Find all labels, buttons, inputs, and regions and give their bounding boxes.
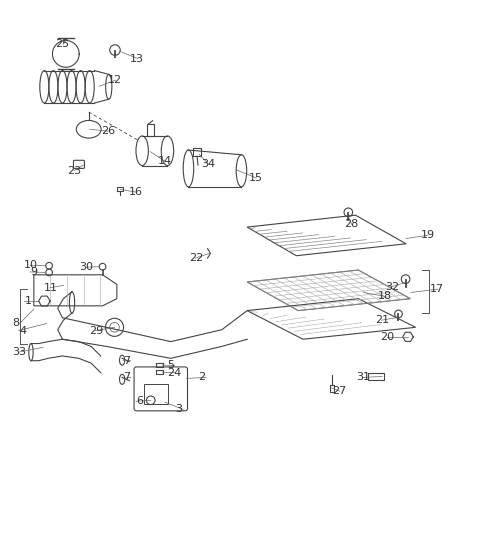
Text: 21: 21 <box>375 315 389 325</box>
Text: 7: 7 <box>123 356 130 366</box>
Text: 10: 10 <box>24 260 37 270</box>
Text: 34: 34 <box>201 159 215 169</box>
Text: 3: 3 <box>176 404 182 415</box>
Bar <box>144 384 168 404</box>
Text: 8: 8 <box>12 319 19 328</box>
Text: 32: 32 <box>385 282 399 292</box>
Text: 28: 28 <box>344 219 358 229</box>
Text: 15: 15 <box>249 173 263 183</box>
Text: 9: 9 <box>31 267 37 277</box>
Text: 16: 16 <box>129 187 144 197</box>
Text: 22: 22 <box>189 253 203 263</box>
Text: 7: 7 <box>123 372 130 383</box>
Text: 26: 26 <box>101 126 115 136</box>
Text: 14: 14 <box>157 156 171 166</box>
Text: 23: 23 <box>67 166 82 176</box>
Text: 4: 4 <box>19 326 26 335</box>
Text: 31: 31 <box>356 372 370 383</box>
Text: 24: 24 <box>167 367 181 378</box>
Text: 25: 25 <box>55 40 70 49</box>
Text: 18: 18 <box>377 291 392 301</box>
Text: 13: 13 <box>130 54 144 63</box>
Text: 1: 1 <box>24 296 32 306</box>
Text: 2: 2 <box>199 372 205 383</box>
Text: 5: 5 <box>167 360 174 371</box>
Text: 20: 20 <box>380 332 394 342</box>
Text: 27: 27 <box>332 386 347 396</box>
Text: 11: 11 <box>44 283 58 293</box>
Text: 33: 33 <box>12 347 26 357</box>
Text: 30: 30 <box>80 262 94 272</box>
Text: 12: 12 <box>108 75 122 85</box>
Text: 19: 19 <box>420 230 434 240</box>
Text: 29: 29 <box>89 326 103 335</box>
Text: 17: 17 <box>430 284 444 294</box>
Text: 6: 6 <box>137 396 144 406</box>
